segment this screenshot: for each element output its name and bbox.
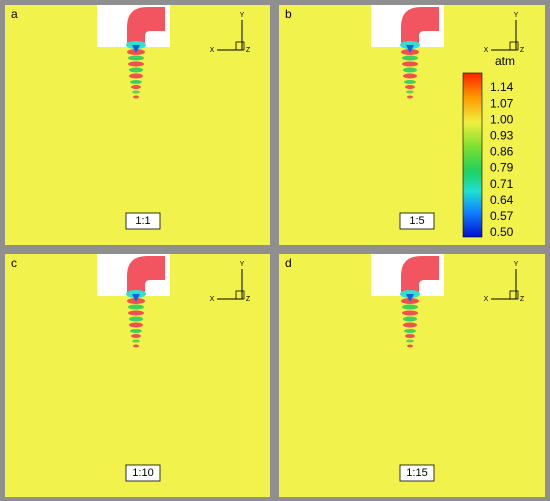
pipe bbox=[127, 256, 165, 292]
plume-cell bbox=[130, 80, 142, 84]
colorbar-tick-label: 1.07 bbox=[490, 96, 514, 110]
plume-cell bbox=[404, 80, 416, 84]
colorbar-tick-label: 0.64 bbox=[490, 193, 514, 207]
panel: Y X Zc 1:10 bbox=[5, 254, 270, 497]
triad-label: Y bbox=[240, 12, 245, 19]
triad-label: Y bbox=[514, 12, 519, 19]
triad-box bbox=[235, 290, 245, 300]
plume-cell bbox=[404, 329, 416, 333]
panel-letter: a bbox=[11, 7, 18, 21]
plume-cell bbox=[128, 310, 144, 316]
panel: Y X Za 1:1 bbox=[5, 5, 270, 245]
triad-label: Z bbox=[520, 47, 525, 54]
colorbar-scale bbox=[462, 72, 483, 238]
triad-label: Z bbox=[520, 296, 525, 303]
triad-label: Y bbox=[240, 261, 245, 268]
plume-cell bbox=[402, 61, 418, 67]
triad-label: X bbox=[210, 296, 215, 303]
colorbar: atm 1.14 1.07 1.00 0.93 0.86 0.79 0.71 0.64 0.57 0… bbox=[462, 54, 515, 239]
plume-cell bbox=[131, 85, 141, 89]
plume-cell bbox=[129, 316, 143, 322]
panel-letter: b bbox=[285, 7, 292, 21]
colorbar-tick-label: 0.86 bbox=[490, 145, 514, 159]
ratio-box bbox=[125, 464, 161, 482]
plume-cell bbox=[129, 322, 143, 328]
plume-cell bbox=[402, 304, 418, 310]
colorbar-tick-label: 1.14 bbox=[490, 80, 514, 94]
triad-label: Z bbox=[246, 47, 251, 54]
plume-cell bbox=[403, 67, 417, 73]
plume-cell bbox=[129, 67, 143, 73]
plume-cell bbox=[132, 339, 140, 343]
triad-label: X bbox=[484, 47, 489, 54]
pipe bbox=[401, 7, 439, 43]
plume-cell bbox=[130, 329, 142, 333]
plume-cell bbox=[403, 73, 417, 79]
panel: Y X Zb 1:5 bbox=[279, 5, 545, 245]
ratio-box bbox=[399, 212, 435, 230]
plume-cell bbox=[132, 90, 140, 94]
ratio-box bbox=[399, 464, 435, 482]
plume-cell bbox=[129, 73, 143, 79]
triad-box bbox=[509, 41, 519, 51]
colorbar-tick-label: 0.71 bbox=[490, 177, 514, 191]
colorbar-tick-label: 0.57 bbox=[490, 209, 514, 223]
plume-cell bbox=[405, 334, 415, 338]
ratio-label: 1:5 bbox=[409, 215, 424, 227]
plume-cell bbox=[407, 95, 413, 99]
ratio-label: 1:1 bbox=[135, 215, 150, 227]
plume-core bbox=[406, 45, 414, 53]
plume-cell bbox=[128, 61, 144, 67]
colorbar-tick-label: 0.50 bbox=[490, 225, 514, 239]
plume-cell bbox=[131, 334, 141, 338]
triad-label: X bbox=[210, 47, 215, 54]
plume-cell bbox=[403, 316, 417, 322]
triad-box bbox=[509, 290, 519, 300]
plume-cell bbox=[407, 344, 413, 348]
plume-cell bbox=[128, 55, 144, 61]
plume-cell bbox=[406, 339, 414, 343]
ratio-box bbox=[125, 212, 161, 230]
panel-letter: d bbox=[285, 256, 292, 270]
triad-label: X bbox=[484, 296, 489, 303]
colorbar-tick-label: 0.79 bbox=[490, 161, 514, 175]
ratio-label: 1:15 bbox=[406, 467, 427, 479]
pipe bbox=[401, 256, 439, 292]
plume-core bbox=[132, 45, 140, 53]
plume-cell bbox=[128, 304, 144, 310]
plume-core bbox=[406, 294, 414, 302]
plume-cell bbox=[133, 95, 139, 99]
colorbar-unit: atm bbox=[495, 54, 515, 68]
plume-cell bbox=[133, 344, 139, 348]
pipe bbox=[127, 7, 165, 43]
panel-letter: c bbox=[11, 256, 17, 270]
triad-label: Z bbox=[246, 296, 251, 303]
colorbar-tick-label: 0.93 bbox=[490, 129, 514, 143]
plume-core bbox=[132, 294, 140, 302]
ratio-label: 1:10 bbox=[132, 467, 153, 479]
triad-label: Y bbox=[514, 261, 519, 268]
plume-cell bbox=[403, 322, 417, 328]
triad-box bbox=[235, 41, 245, 51]
plume-cell bbox=[402, 55, 418, 61]
colorbar-tick-label: 1.00 bbox=[490, 112, 514, 126]
plume-cell bbox=[406, 90, 414, 94]
plume-cell bbox=[405, 85, 415, 89]
panel: Y X Zd 1:15 bbox=[279, 254, 545, 497]
plume-cell bbox=[402, 310, 418, 316]
